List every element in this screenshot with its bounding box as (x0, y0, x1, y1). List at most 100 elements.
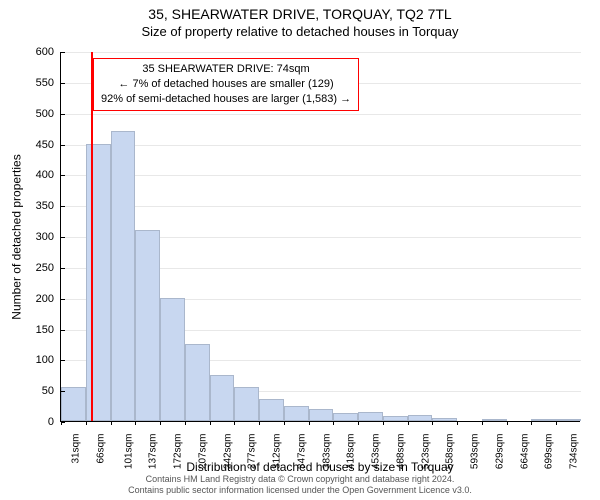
y-tick-label: 100 (36, 354, 54, 366)
x-tick (61, 421, 62, 425)
footer-line-2: Contains public sector information licen… (0, 485, 600, 496)
histogram-bar (234, 387, 259, 421)
plot-area: 35 SHEARWATER DRIVE: 74sqm ← 7% of detac… (60, 52, 580, 422)
y-tick (61, 330, 65, 331)
y-axis-label-wrap: Number of detached properties (10, 52, 24, 422)
x-tick-label: 734sqm (569, 434, 580, 470)
chart-subtitle: Size of property relative to detached ho… (0, 24, 600, 39)
y-tick-label: 200 (36, 293, 54, 305)
annotation-box: 35 SHEARWATER DRIVE: 74sqm ← 7% of detac… (93, 58, 359, 111)
y-tick-label: 600 (36, 46, 54, 58)
y-tick-label: 500 (36, 108, 54, 120)
x-tick-label: 488sqm (395, 434, 406, 470)
y-tick (61, 299, 65, 300)
chart-footer: Contains HM Land Registry data © Crown c… (0, 474, 600, 497)
y-tick (61, 52, 65, 53)
y-tick (61, 175, 65, 176)
histogram-bar (309, 409, 334, 421)
histogram-bar (111, 131, 136, 421)
x-tick-label: 453sqm (370, 434, 381, 470)
x-tick (457, 421, 458, 425)
footer-line-1: Contains HM Land Registry data © Crown c… (0, 474, 600, 485)
x-tick (135, 421, 136, 425)
x-tick (185, 421, 186, 425)
x-tick (111, 421, 112, 425)
y-tick (61, 145, 65, 146)
x-tick (556, 421, 557, 425)
x-tick-label: 347sqm (296, 434, 307, 470)
x-tick (531, 421, 532, 425)
y-tick-label: 300 (36, 231, 54, 243)
x-tick-label: 593sqm (469, 434, 480, 470)
x-tick (284, 421, 285, 425)
y-tick-label: 400 (36, 169, 54, 181)
y-tick (61, 391, 65, 392)
x-tick-label: 66sqm (95, 434, 106, 464)
x-tick-label: 418sqm (346, 434, 357, 470)
x-tick-label: 31sqm (71, 434, 82, 464)
y-tick (61, 114, 65, 115)
histogram-bar (408, 415, 433, 421)
histogram-bar (135, 230, 160, 421)
x-tick (408, 421, 409, 425)
y-tick (61, 83, 65, 84)
y-tick-label: 50 (42, 385, 54, 397)
x-tick (86, 421, 87, 425)
histogram-bar (210, 375, 235, 421)
y-tick-label: 150 (36, 324, 54, 336)
gridline (61, 175, 581, 176)
gridline (61, 114, 581, 115)
y-tick-label: 550 (36, 77, 54, 89)
gridline (61, 206, 581, 207)
x-tick-label: 383sqm (321, 434, 332, 470)
annotation-line-2: ← 7% of detached houses are smaller (129… (101, 77, 351, 92)
x-tick (234, 421, 235, 425)
x-tick-label: 207sqm (197, 434, 208, 470)
y-tick (61, 360, 65, 361)
x-tick-label: 172sqm (172, 434, 183, 470)
x-tick (160, 421, 161, 425)
x-tick-label: 137sqm (148, 434, 159, 470)
annotation-line-1: 35 SHEARWATER DRIVE: 74sqm (101, 62, 351, 77)
x-tick (333, 421, 334, 425)
y-axis-label: Number of detached properties (10, 154, 24, 319)
chart-title: 35, SHEARWATER DRIVE, TORQUAY, TQ2 7TL (0, 6, 600, 22)
gridline (61, 145, 581, 146)
histogram-bar (383, 416, 408, 421)
x-tick (482, 421, 483, 425)
histogram-bar (86, 144, 111, 422)
y-tick-label: 250 (36, 262, 54, 274)
histogram-bar (556, 419, 581, 421)
histogram-bar (259, 399, 284, 421)
histogram-bar (284, 406, 309, 421)
x-tick (309, 421, 310, 425)
histogram-bar (333, 413, 358, 421)
y-tick (61, 268, 65, 269)
y-tick-label: 450 (36, 139, 54, 151)
histogram-bar (185, 344, 210, 421)
histogram-bar (531, 419, 556, 421)
x-tick-label: 277sqm (247, 434, 258, 470)
x-tick (432, 421, 433, 425)
histogram-bar (61, 387, 86, 421)
x-tick (383, 421, 384, 425)
x-tick (210, 421, 211, 425)
gridline (61, 52, 581, 53)
x-tick-label: 664sqm (519, 434, 530, 470)
x-tick-label: 558sqm (445, 434, 456, 470)
x-tick-label: 629sqm (494, 434, 505, 470)
annotation-line-3: 92% of semi-detached houses are larger (… (101, 92, 351, 107)
y-tick (61, 206, 65, 207)
x-tick-label: 699sqm (544, 434, 555, 470)
y-tick (61, 237, 65, 238)
x-tick-label: 523sqm (420, 434, 431, 470)
histogram-bar (358, 412, 383, 421)
x-tick-label: 312sqm (271, 434, 282, 470)
histogram-bar (482, 419, 507, 421)
x-tick (507, 421, 508, 425)
x-tick-label: 242sqm (222, 434, 233, 470)
x-tick (358, 421, 359, 425)
x-tick-label: 101sqm (123, 434, 134, 470)
y-tick-label: 350 (36, 200, 54, 212)
histogram-bar (432, 418, 457, 421)
